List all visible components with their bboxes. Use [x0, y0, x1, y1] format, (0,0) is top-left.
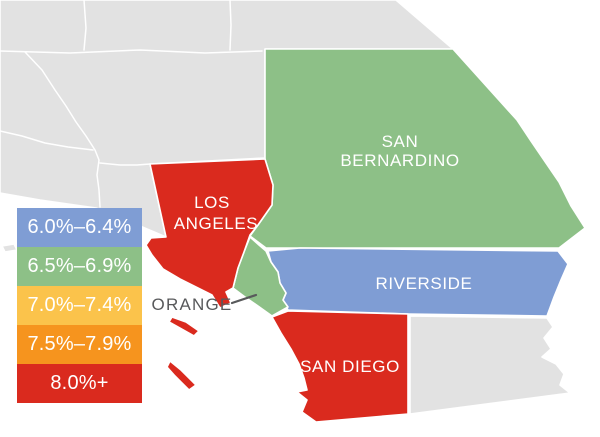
legend-item-6.0-6.4: 6.0%–6.4%	[17, 208, 142, 247]
legend-item-6.5-6.9: 6.5%–6.9%	[17, 247, 142, 286]
riverside-label: RIVERSIDE	[375, 274, 472, 293]
los-angeles-label-line2: ANGELES	[174, 214, 259, 233]
county-region-channel-islands	[1, 243, 18, 253]
los-angeles-label-line1: LOS	[194, 193, 230, 212]
county-boundary-line	[24, 51, 101, 208]
orange-county-callout-line	[230, 293, 258, 305]
county-boundary-line	[0, 49, 263, 54]
county-boundary-line	[99, 162, 151, 166]
county-boundary-line	[229, 0, 232, 51]
legend-item-8.0-plus: 8.0%+	[17, 364, 142, 403]
county-region-san-diego	[271, 310, 409, 423]
county-region-imperial-inactive	[409, 315, 571, 415]
san-bernardino-label-line1: SAN	[382, 132, 419, 151]
legend-item-7.5-7.9: 7.5%–7.9%	[17, 325, 142, 364]
legend-item-7.0-7.4: 7.0%–7.4%	[17, 286, 142, 325]
san-bernardino-label-line2: BERNARDINO	[340, 151, 459, 170]
county-region-los-angeles-island	[166, 360, 197, 391]
orange-county-label: ORANGE	[152, 295, 233, 314]
county-boundary-line	[0, 130, 94, 151]
san-diego-label: SAN DIEGO	[300, 357, 400, 376]
county-boundary-line	[83, 0, 87, 51]
county-region-los-angeles-island	[168, 316, 200, 337]
rate-legend: 6.0%–6.4% 6.5%–6.9% 7.0%–7.4% 7.5%–7.9% …	[17, 208, 142, 403]
